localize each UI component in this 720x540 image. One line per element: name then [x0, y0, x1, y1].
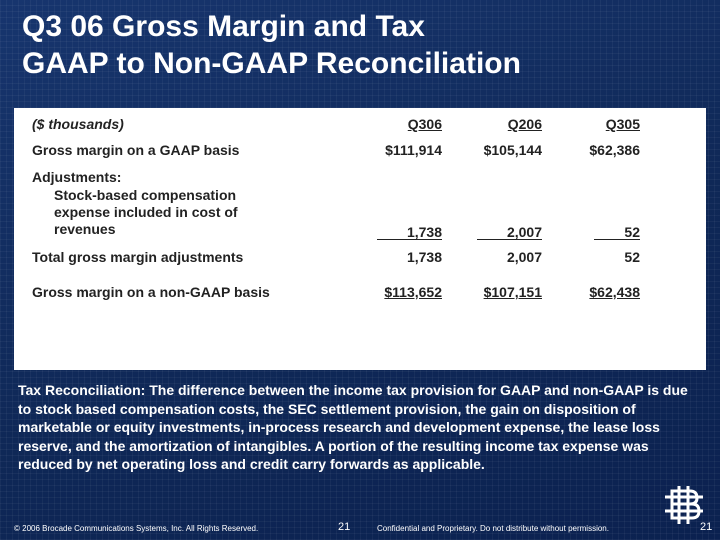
cell-non-gaap-q206: $107,151 — [483, 284, 542, 300]
cell-adj-q305: 52 — [594, 225, 640, 240]
column-header-q306: Q306 — [407, 116, 442, 132]
cell-adj-q206: 2,007 — [476, 225, 542, 240]
adjustment-item-line-1: Stock-based compensation — [54, 187, 237, 203]
row-label-gaap: Gross margin on a GAAP basis — [32, 142, 240, 158]
table-row-adjustments: Adjustments: Stock-based compensation ex… — [32, 167, 640, 249]
table-header-row: ($ thousands) Q306 Q206 Q305 — [32, 116, 640, 142]
column-header-q305: Q305 — [605, 116, 640, 132]
table-row-total: Total gross margin adjustments 1,738 2,0… — [32, 249, 640, 284]
adjustment-item-line-3: revenues — [54, 221, 116, 237]
tax-reconciliation-text: Tax Reconciliation: The difference betwe… — [18, 382, 688, 472]
slide-title: Q3 06 Gross Margin and Tax GAAP to Non-G… — [22, 8, 702, 82]
table-row-gaap: Gross margin on a GAAP basis $111,914 $1… — [32, 142, 640, 167]
brocade-logo-icon — [665, 486, 703, 524]
adjustments-heading: Adjustments: — [32, 169, 122, 185]
cell-adj-q306: 1,738 — [376, 225, 442, 240]
table-row-non-gaap: Gross margin on a non-GAAP basis $113,65… — [32, 284, 640, 304]
reconciliation-panel: ($ thousands) Q306 Q206 Q305 Gross margi… — [14, 108, 706, 370]
cell-gaap-q306: $111,914 — [385, 142, 442, 158]
title-line-2: GAAP to Non-GAAP Reconciliation — [22, 47, 521, 80]
footer-confidential: Confidential and Proprietary. Do not dis… — [377, 524, 609, 533]
column-header-q206: Q206 — [507, 116, 542, 132]
cell-total-q305: 52 — [624, 249, 640, 265]
row-label-adjustments: Adjustments: Stock-based compensation ex… — [32, 167, 342, 249]
title-line-1: Q3 06 Gross Margin and Tax — [22, 10, 425, 43]
cell-total-q206: 2,007 — [506, 249, 542, 265]
units-label: ($ thousands) — [32, 116, 124, 132]
cell-total-q306: 1,738 — [406, 249, 442, 265]
cell-non-gaap-q305: $62,438 — [589, 284, 640, 300]
cell-gaap-q305: $62,386 — [589, 142, 640, 158]
adjustment-item-line-2: expense included in cost of — [54, 204, 238, 220]
reconciliation-table: ($ thousands) Q306 Q206 Q305 Gross margi… — [32, 116, 640, 304]
row-label-total: Total gross margin adjustments — [32, 249, 244, 265]
cell-non-gaap-q306: $113,652 — [384, 284, 442, 300]
row-label-non-gaap: Gross margin on a non-GAAP basis — [32, 284, 270, 300]
footer-slide-number: 21 — [338, 521, 351, 533]
cell-gaap-q206: $105,144 — [483, 142, 542, 158]
footer-copyright: © 2006 Brocade Communications Systems, I… — [14, 524, 259, 533]
footer-page-number: 21 — [700, 521, 713, 533]
